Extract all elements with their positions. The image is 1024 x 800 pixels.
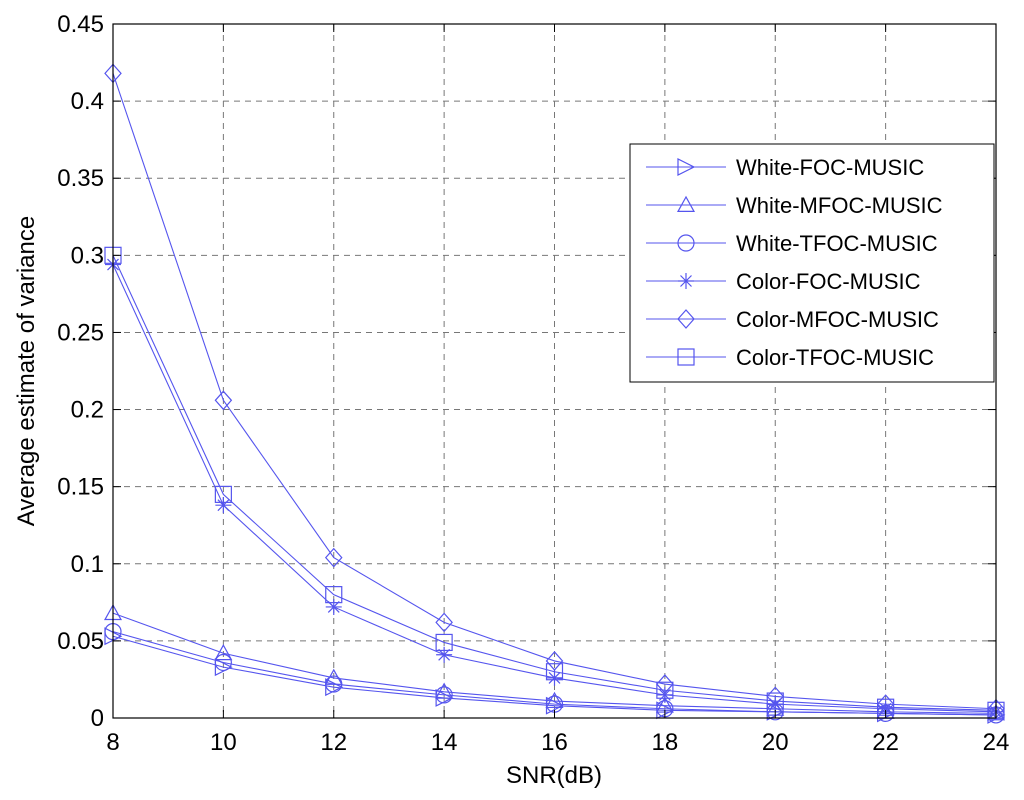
- data-point-white-tfoc-music: [435, 686, 453, 704]
- data-point-white-mfoc-music: [214, 643, 233, 661]
- data-point-color-foc-music: [767, 696, 784, 713]
- y-axis-ticks: 0 0.05 0.1 0.15 0.2 0.25 0.3 0.35 0.4 0.45: [57, 11, 996, 732]
- y-tick-label: 0.3: [71, 242, 104, 269]
- data-point-color-foc-music: [656, 686, 673, 703]
- legend-marker-color-foc-music: [678, 273, 694, 289]
- data-point-white-mfoc-music: [435, 682, 454, 699]
- y-tick-label: 0.25: [57, 319, 104, 346]
- data-point-color-mfoc-music: [545, 651, 564, 671]
- x-tick-label: 16: [541, 729, 568, 756]
- legend-label-white-mfoc-music: White-MFOC-MUSIC: [736, 193, 943, 218]
- x-axis-label: SNR(dB): [506, 762, 602, 789]
- legend-marker-white-foc-music: [677, 158, 696, 176]
- data-point-color-tfoc-music: [545, 663, 564, 681]
- y-tick-label: 0.4: [71, 88, 104, 115]
- data-point-white-foc-music: [214, 658, 233, 677]
- legend-marker-color-mfoc-music: [677, 309, 695, 329]
- data-point-color-foc-music: [877, 700, 894, 717]
- x-tick-label: 22: [872, 729, 899, 756]
- legend: White-FOC-MUSIC White-MFOC-MUSIC White-TFO…: [629, 143, 995, 383]
- legend-label-color-foc-music: Color-FOC-MUSIC: [736, 269, 921, 294]
- data-point-color-mfoc-music: [214, 390, 233, 411]
- data-point-color-mfoc-music: [656, 674, 674, 694]
- legend-box: [629, 143, 995, 383]
- x-tick-label: 14: [431, 729, 458, 756]
- y-tick-label: 0.05: [57, 628, 104, 655]
- data-point-color-foc-music: [215, 497, 232, 514]
- data-point-color-mfoc-music: [324, 547, 343, 568]
- x-tick-label: 8: [106, 729, 119, 756]
- series-line-white-tfoc-music: [112, 631, 997, 716]
- legend-marker-color-tfoc-music: [677, 348, 695, 366]
- data-point-color-tfoc-music: [214, 485, 232, 503]
- y-tick-label: 0.45: [57, 11, 104, 38]
- data-point-white-mfoc-music: [545, 691, 564, 709]
- x-tick-label: 18: [652, 729, 679, 756]
- x-tick-label: 20: [762, 729, 789, 756]
- legend-label-white-tfoc-music: White-TFOC-MUSIC: [736, 231, 938, 256]
- data-point-color-tfoc-music: [435, 633, 453, 652]
- legend-label-white-foc-music: White-FOC-MUSIC: [736, 155, 924, 180]
- y-tick-label: 0: [91, 705, 104, 732]
- y-tick-label: 0.2: [71, 397, 104, 424]
- series-line-color-mfoc-music: [112, 73, 997, 710]
- x-tick-label: 10: [210, 729, 237, 756]
- y-tick-label: 0.1: [71, 551, 104, 578]
- y-axis-label: Average estimate of variance: [13, 216, 40, 526]
- data-point-color-tfoc-music: [325, 586, 343, 604]
- x-tick-label: 24: [983, 729, 1010, 756]
- data-point-color-tfoc-music: [656, 681, 674, 699]
- data-point-color-tfoc-music: [766, 692, 784, 710]
- data-point-color-foc-music: [325, 598, 342, 615]
- x-axis-ticks: 8 10 12 14 16 18 20 22 24: [106, 24, 1009, 756]
- legend-label-color-tfoc-music: Color-TFOC-MUSIC: [736, 345, 934, 370]
- data-point-color-mfoc-music: [435, 612, 453, 633]
- legend-marker-white-mfoc-music: [676, 195, 696, 212]
- legend-label-color-mfoc-music: Color-MFOC-MUSIC: [736, 307, 939, 332]
- y-tick-label: 0.15: [57, 474, 104, 501]
- y-tick-label: 0.35: [57, 165, 104, 192]
- data-point-color-foc-music: [436, 646, 453, 663]
- data-point-white-tfoc-music: [325, 675, 343, 693]
- legend-marker-white-tfoc-music: [677, 234, 695, 252]
- x-tick-label: 12: [320, 729, 347, 756]
- data-point-white-tfoc-music: [214, 653, 232, 672]
- data-point-color-foc-music: [546, 669, 563, 686]
